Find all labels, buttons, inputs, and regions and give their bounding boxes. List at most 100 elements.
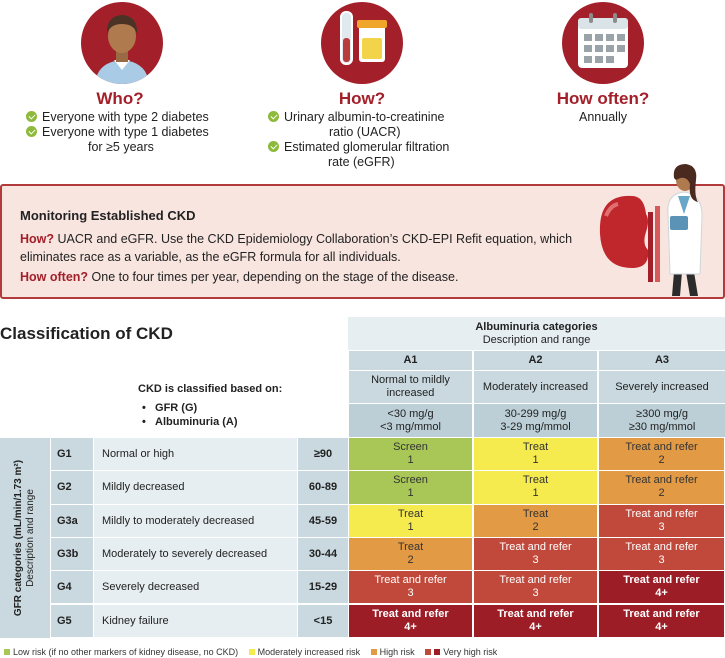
check-icon bbox=[268, 141, 279, 152]
monitoring-title: Monitoring Established CKD bbox=[20, 208, 196, 223]
who-item: Everyone with type 2 diabetes bbox=[26, 110, 209, 125]
risk-cell: Treat and refer 4+ bbox=[349, 604, 472, 637]
doctor-kidney-illustration bbox=[599, 164, 703, 296]
g-description: Mildly decreased bbox=[94, 471, 297, 504]
risk-cell: Treat and refer 3 bbox=[599, 504, 724, 537]
legend-item: Moderately increased risk bbox=[248, 647, 360, 657]
who-title: Who? bbox=[96, 89, 144, 108]
person-icon bbox=[81, 2, 163, 84]
risk-cell: Treat 1 bbox=[474, 438, 597, 471]
risk-action: Treat and refer bbox=[625, 541, 698, 554]
risk-action: Treat and refer bbox=[625, 507, 698, 520]
a2-range: 30-299 mg/g 3-29 mg/mmol bbox=[474, 404, 597, 437]
how-item-continuation: ratio (UACR) bbox=[329, 125, 401, 139]
monitoring-frequency: 3 bbox=[532, 587, 539, 600]
g-description: Moderately to severely decreased bbox=[94, 537, 297, 571]
criteria-item: • Albuminuria (A) bbox=[142, 416, 238, 428]
g-range: ≥90 bbox=[298, 438, 348, 471]
risk-cell: Treat and refer 3 bbox=[349, 571, 472, 604]
risk-action: Treat bbox=[397, 507, 424, 520]
legend-item: Very high risk bbox=[425, 647, 497, 657]
monitoring-frequency: 1 bbox=[407, 454, 414, 467]
check-icon bbox=[26, 111, 37, 122]
risk-action: Treat and refer bbox=[499, 541, 572, 554]
risk-cell: Screen 1 bbox=[349, 438, 472, 471]
monitoring-frequency: 1 bbox=[532, 454, 539, 467]
g-code: G1 bbox=[51, 438, 93, 471]
risk-action: Treat bbox=[522, 441, 549, 454]
risk-action: Treat and refer bbox=[499, 574, 572, 587]
g-code: G5 bbox=[51, 604, 93, 637]
a3-description: Severely increased bbox=[599, 371, 725, 403]
a3-range: ≥300 mg/g ≥30 mg/mmol bbox=[599, 404, 725, 437]
how-item: Estimated glomerular filtration bbox=[268, 140, 449, 155]
risk-cell: Treat and refer 3 bbox=[474, 571, 597, 604]
g-description: Severely decreased bbox=[94, 571, 297, 604]
monitoring-frequency: 1 bbox=[407, 487, 414, 500]
monitoring-frequency: 2 bbox=[532, 520, 539, 533]
how-item: Urinary albumin-to-creatinine bbox=[268, 110, 444, 125]
monitoring-how: How? UACR and eGFR. Use the CKD Epidemio… bbox=[20, 232, 573, 264]
g-range: 60-89 bbox=[298, 471, 348, 504]
risk-cell: Screen 1 bbox=[349, 471, 472, 504]
g-range: 30-44 bbox=[298, 537, 348, 571]
risk-cell: Treat 2 bbox=[474, 504, 597, 537]
risk-action: Screen bbox=[393, 474, 428, 487]
risk-legend: Low risk (if no other markers of kidney … bbox=[4, 647, 505, 657]
based-on-label: CKD is classified based on: bbox=[138, 383, 283, 395]
risk-cell: Treat and refer 4+ bbox=[599, 604, 724, 637]
g-description: Normal or high bbox=[94, 438, 297, 471]
g-range: <15 bbox=[298, 604, 348, 637]
risk-cell: Treat and refer 3 bbox=[474, 537, 597, 571]
risk-cell: Treat and refer 2 bbox=[599, 471, 724, 504]
classification-title: Classification of CKD bbox=[0, 324, 173, 343]
risk-cell: Treat and refer 3 bbox=[599, 537, 724, 571]
a3-header: A3 bbox=[599, 351, 725, 370]
g-description: Mildly to moderately decreased bbox=[94, 504, 297, 537]
monitoring-how-often: How often? One to four times per year, d… bbox=[20, 270, 459, 284]
monitoring-frequency: 2 bbox=[407, 554, 414, 567]
risk-cell: Treat 1 bbox=[474, 471, 597, 504]
g-code: G3a bbox=[51, 504, 93, 537]
check-icon bbox=[268, 111, 279, 122]
risk-action: Treat bbox=[522, 507, 549, 520]
gfr-axis-title: GFR categories (mL/min/1.73 m²) bbox=[13, 459, 24, 617]
risk-cell: Treat 1 bbox=[349, 504, 472, 537]
legend-item: High risk bbox=[370, 647, 415, 657]
risk-cell: Treat and refer 4+ bbox=[474, 604, 597, 637]
check-icon bbox=[26, 126, 37, 137]
g-code: G4 bbox=[51, 571, 93, 604]
monitoring-frequency: 3 bbox=[658, 554, 665, 567]
albuminuria-header: Albuminuria categories Description and r… bbox=[348, 317, 725, 350]
risk-action: Treat and refer bbox=[625, 441, 698, 454]
monitoring-frequency: 1 bbox=[532, 487, 539, 500]
risk-action: Treat bbox=[397, 541, 424, 554]
monitoring-frequency: 4+ bbox=[655, 620, 668, 633]
how-often-title: How often? bbox=[556, 89, 650, 108]
monitoring-frequency: 4+ bbox=[404, 620, 417, 633]
how-often-text: Annually bbox=[579, 110, 627, 124]
monitoring-frequency: 2 bbox=[658, 454, 665, 467]
a2-description: Moderately increased bbox=[474, 371, 597, 403]
risk-cell: Treat and refer 4+ bbox=[599, 571, 724, 604]
monitoring-box: Monitoring Established CKD How? UACR and… bbox=[0, 164, 725, 299]
risk-cell: Treat and refer 2 bbox=[599, 438, 724, 471]
risk-action: Treat bbox=[522, 474, 549, 487]
risk-action: Treat and refer bbox=[497, 607, 574, 620]
monitoring-frequency: 4+ bbox=[655, 587, 668, 600]
g-range: 15-29 bbox=[298, 571, 348, 604]
monitoring-frequency: 1 bbox=[407, 520, 414, 533]
monitoring-frequency: 3 bbox=[658, 520, 665, 533]
test-tube-icon bbox=[321, 2, 403, 84]
legend-item: Low risk (if no other markers of kidney … bbox=[4, 647, 238, 657]
risk-cell: Treat 2 bbox=[349, 537, 472, 571]
g-code: G3b bbox=[51, 537, 93, 571]
how-title: How? bbox=[338, 89, 386, 108]
risk-action: Treat and refer bbox=[625, 474, 698, 487]
monitoring-frequency: 3 bbox=[532, 554, 539, 567]
monitoring-frequency: 2 bbox=[658, 487, 665, 500]
how-item-continuation: rate (eGFR) bbox=[328, 155, 395, 169]
who-item-continuation: for ≥5 years bbox=[88, 140, 154, 154]
a2-header: A2 bbox=[474, 351, 597, 370]
a1-header: A1 bbox=[349, 351, 472, 370]
